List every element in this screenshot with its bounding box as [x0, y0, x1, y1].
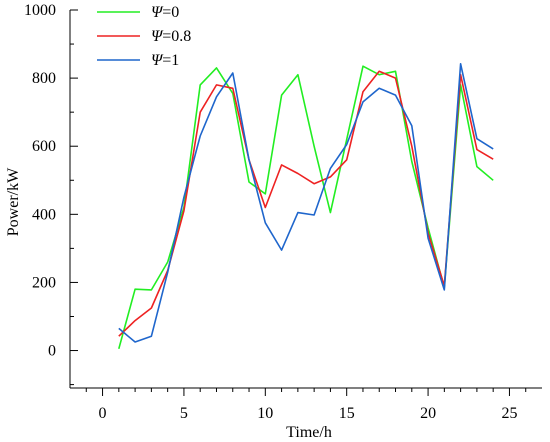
x-tick-label: 15	[339, 405, 355, 422]
series-group	[118, 62, 494, 350]
y-tick-label: 0	[48, 343, 56, 360]
x-tick-label: 0	[99, 405, 107, 422]
y-tick-label: 200	[32, 274, 56, 291]
y-tick-label: 1000	[24, 2, 56, 19]
x-tick-label: 20	[420, 405, 436, 422]
legend-symbol-2: Ψ	[151, 52, 164, 69]
legend-label-2: Ψ=1	[151, 52, 179, 69]
axes	[69, 10, 542, 389]
y-axis-title: Power/kW	[5, 167, 22, 236]
x-ticks: 0 5 10 15 20 25	[85, 388, 527, 422]
x-axis-title: Time/h	[286, 424, 332, 441]
legend-symbol-0: Ψ	[151, 4, 164, 21]
legend-symbol-1: Ψ	[151, 28, 164, 45]
x-tick-label: 5	[180, 405, 188, 422]
legend-label-0: Ψ=0	[151, 4, 179, 21]
x-tick-label: 25	[501, 405, 517, 422]
y-tick-label: 800	[32, 70, 56, 87]
legend: Ψ=0Ψ=0.8Ψ=1	[97, 4, 191, 69]
legend-value-0: =0	[162, 4, 179, 21]
y-tick-label: 600	[32, 138, 56, 155]
legend-value-1: =0.8	[162, 28, 191, 45]
legend-value-2: =1	[162, 52, 179, 69]
y-tick-label: 400	[32, 206, 56, 223]
x-tick-label: 10	[257, 405, 273, 422]
legend-label-1: Ψ=0.8	[151, 28, 191, 45]
series-line-1	[118, 70, 494, 337]
series-line-2	[118, 62, 494, 343]
y-ticks: 0 200 400 600 800 1000	[24, 2, 78, 386]
series-line-0	[118, 65, 494, 350]
